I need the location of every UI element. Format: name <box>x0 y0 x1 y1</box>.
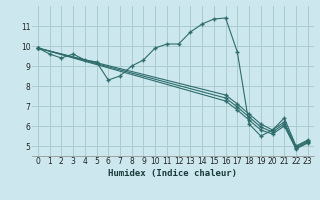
X-axis label: Humidex (Indice chaleur): Humidex (Indice chaleur) <box>108 169 237 178</box>
